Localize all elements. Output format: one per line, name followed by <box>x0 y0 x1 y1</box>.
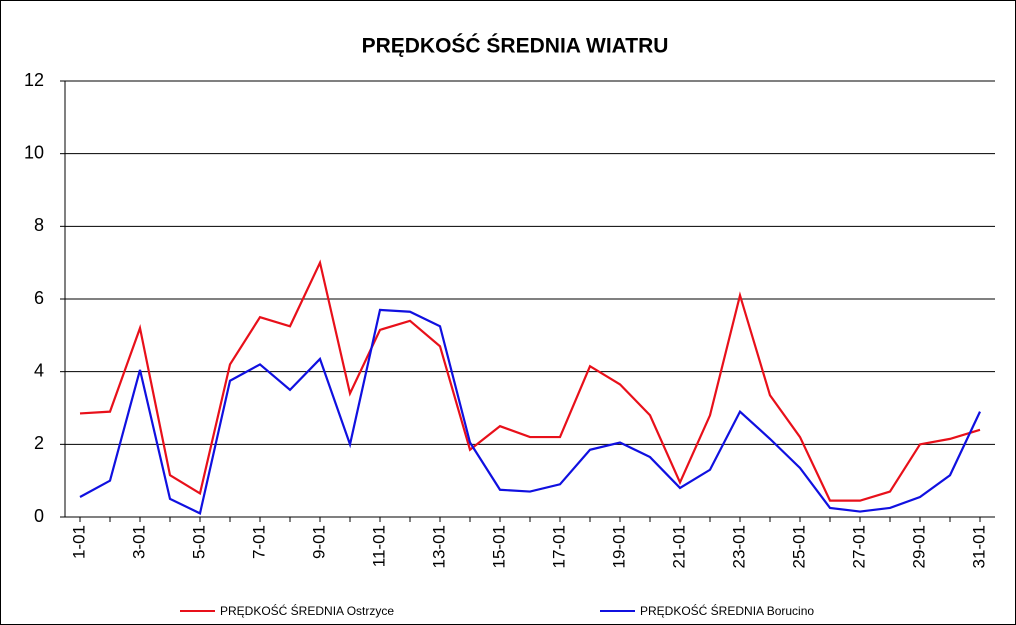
x-tick-label: 15-01 <box>489 525 508 568</box>
series-line <box>79 259 981 502</box>
x-tick-label: 29-01 <box>909 525 928 568</box>
legend-label: PRĘDKOŚĆ ŚREDNIA Ostrzyce <box>220 603 394 618</box>
x-tick-label: 9-01 <box>309 525 328 559</box>
series-line <box>79 308 981 515</box>
x-tick-label: 17-01 <box>549 525 568 568</box>
y-tick-label: 0 <box>34 506 44 526</box>
x-tick-label: 21-01 <box>669 525 688 568</box>
x-tick-label: 31-01 <box>969 525 988 568</box>
y-tick-label: 6 <box>34 288 44 308</box>
x-tick-label: 5-01 <box>189 525 208 559</box>
x-tick-label: 3-01 <box>129 525 148 559</box>
x-tick-label: 1-01 <box>69 525 88 559</box>
legend-label: PRĘDKOŚĆ ŚREDNIA Borucino <box>640 603 814 618</box>
y-tick-label: 12 <box>24 70 44 90</box>
x-tick-label: 11-01 <box>369 525 388 567</box>
x-tick-label: 27-01 <box>849 525 868 568</box>
x-tick-label: 25-01 <box>789 525 808 568</box>
y-tick-label: 10 <box>24 142 44 162</box>
y-tick-label: 8 <box>34 215 44 235</box>
x-tick-label: 19-01 <box>609 525 628 568</box>
x-tick-label: 7-01 <box>249 525 268 559</box>
x-tick-label: 23-01 <box>729 525 748 568</box>
y-tick-label: 4 <box>34 360 44 380</box>
x-tick-label: 13-01 <box>429 525 448 568</box>
y-tick-label: 2 <box>34 433 44 453</box>
chart-title: PRĘDKOŚĆ ŚREDNIA WIATRU <box>362 34 669 58</box>
